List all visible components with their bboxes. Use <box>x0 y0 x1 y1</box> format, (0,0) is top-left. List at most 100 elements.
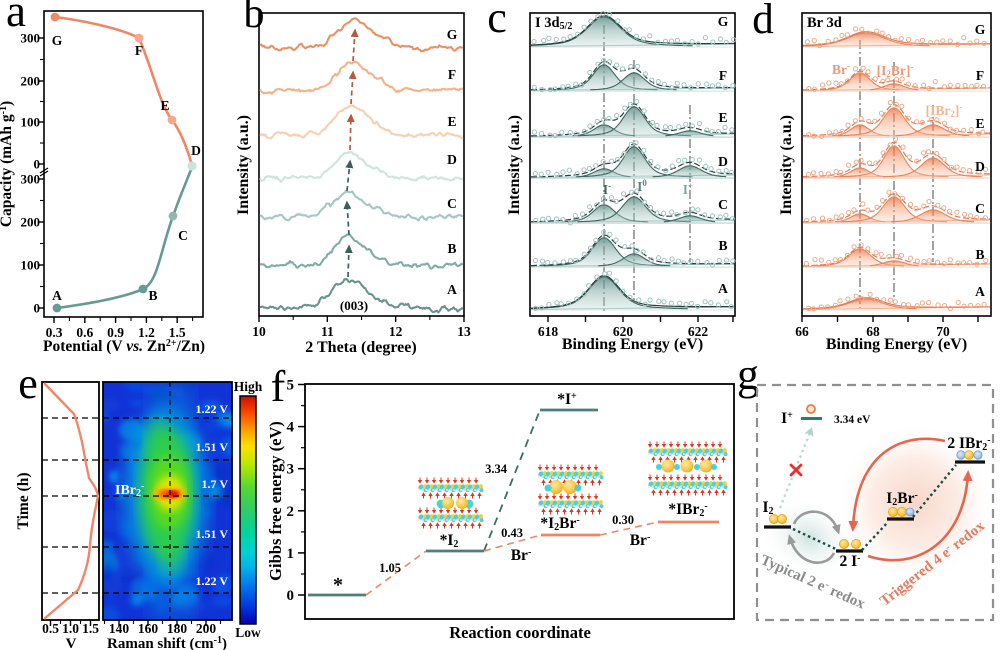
svg-text:3: 3 <box>287 462 295 478</box>
svg-text:A: A <box>447 282 457 297</box>
svg-text:F: F <box>135 43 143 58</box>
svg-text:100: 100 <box>21 258 41 273</box>
svg-text:C: C <box>975 201 985 216</box>
svg-text:2 I-: 2 I- <box>839 553 860 571</box>
svg-text:g: g <box>737 350 759 399</box>
svg-text:140: 140 <box>109 621 130 636</box>
svg-text:622: 622 <box>688 324 709 339</box>
svg-text:F: F <box>976 68 984 83</box>
svg-text:I0: I0 <box>637 178 647 194</box>
svg-text:G: G <box>975 22 986 37</box>
svg-text:A: A <box>718 281 728 296</box>
svg-text:1.5: 1.5 <box>82 621 99 636</box>
svg-text:68: 68 <box>866 324 880 339</box>
svg-text:f: f <box>271 362 286 411</box>
svg-text:Low: Low <box>235 625 261 640</box>
svg-text:1.5: 1.5 <box>169 325 186 340</box>
svg-text:I+: I+ <box>781 410 793 428</box>
svg-text:I2Br-: I2Br- <box>886 490 918 509</box>
svg-text:Br 3d: Br 3d <box>807 15 842 31</box>
svg-text:200: 200 <box>196 621 217 636</box>
svg-text:E: E <box>447 114 456 129</box>
svg-text:c: c <box>487 0 507 42</box>
svg-text:1.51 V: 1.51 V <box>196 527 229 541</box>
svg-text:d: d <box>752 0 774 43</box>
svg-text:E: E <box>160 98 169 113</box>
svg-text:1.05: 1.05 <box>379 561 401 575</box>
svg-text:100: 100 <box>21 115 41 130</box>
svg-text:3.34: 3.34 <box>485 462 508 476</box>
svg-text:1.2: 1.2 <box>138 325 155 340</box>
svg-text:*I2Br-: *I2Br- <box>540 515 579 534</box>
svg-text:Binding Energy (eV): Binding Energy (eV) <box>562 336 703 353</box>
svg-text:C: C <box>447 196 457 211</box>
svg-text:C: C <box>178 228 188 243</box>
svg-text:B: B <box>447 241 456 256</box>
svg-text:160: 160 <box>138 621 159 636</box>
svg-text:0.9: 0.9 <box>107 325 124 340</box>
svg-text:*I+: *I+ <box>557 391 577 409</box>
svg-text:2 IBr2-: 2 IBr2- <box>947 435 990 454</box>
svg-text:200: 200 <box>21 74 41 89</box>
svg-text:2 Theta (degree): 2 Theta (degree) <box>305 339 416 356</box>
svg-text:10: 10 <box>252 324 266 339</box>
svg-text:0.3: 0.3 <box>46 325 63 340</box>
svg-text:(003): (003) <box>340 298 368 313</box>
svg-text:618: 618 <box>538 324 559 339</box>
svg-text:Reaction coordinate: Reaction coordinate <box>449 623 591 642</box>
svg-text:B: B <box>975 247 984 262</box>
svg-text:1.22 V: 1.22 V <box>196 402 229 416</box>
svg-text:Intensity (a.u.): Intensity (a.u.) <box>235 115 252 215</box>
svg-text:1.7 V: 1.7 V <box>202 477 229 491</box>
svg-text:G: G <box>447 27 458 42</box>
svg-text:I-: I- <box>603 181 611 197</box>
svg-text:0.6: 0.6 <box>76 325 93 340</box>
svg-text:D: D <box>447 152 457 167</box>
svg-text:A: A <box>52 288 62 303</box>
svg-text:I 3d5/2: I 3d5/2 <box>535 15 572 32</box>
svg-text:a: a <box>6 0 26 36</box>
svg-text:*IBr2-: *IBr2- <box>668 501 707 520</box>
svg-text:e: e <box>18 359 38 408</box>
svg-text:I+: I+ <box>683 181 693 197</box>
svg-text:E: E <box>718 110 727 125</box>
svg-text:G: G <box>52 33 63 48</box>
svg-text:Br-: Br- <box>832 61 850 77</box>
svg-text:Potential (V vs. Zn2+/Zn): Potential (V vs. Zn2+/Zn) <box>43 338 205 356</box>
svg-text:620: 620 <box>613 324 634 339</box>
svg-text:C: C <box>718 197 728 212</box>
svg-text:D: D <box>191 143 201 158</box>
svg-text:G: G <box>718 14 729 29</box>
svg-text:Intensity (a.u.): Intensity (a.u.) <box>778 115 795 215</box>
svg-text:5: 5 <box>287 378 295 394</box>
svg-text:F: F <box>719 68 727 83</box>
svg-text:13: 13 <box>457 324 471 339</box>
svg-text:E: E <box>975 116 984 131</box>
svg-text:2: 2 <box>287 504 295 520</box>
svg-text:300: 300 <box>21 31 41 46</box>
svg-text:1: 1 <box>287 546 295 562</box>
svg-text:[I2Br]-: [I2Br]- <box>877 62 914 79</box>
svg-text:Binding Energy (eV): Binding Energy (eV) <box>826 336 967 353</box>
svg-text:Capacity (mAh g-1): Capacity (mAh g-1) <box>0 101 15 227</box>
svg-text:0.30: 0.30 <box>612 513 634 527</box>
svg-text:A: A <box>975 284 985 299</box>
svg-text:Gibbs free energy (eV): Gibbs free energy (eV) <box>266 421 285 581</box>
svg-text:V: V <box>66 636 77 650</box>
svg-text:11: 11 <box>321 324 334 339</box>
svg-text:4: 4 <box>287 420 295 436</box>
svg-text:*: * <box>333 574 343 596</box>
svg-text:Intensity (a.u.): Intensity (a.u.) <box>506 115 523 215</box>
svg-text:70: 70 <box>936 324 950 339</box>
svg-text:B: B <box>718 238 727 253</box>
svg-text:High: High <box>234 379 263 394</box>
svg-text:200: 200 <box>21 215 41 230</box>
svg-text:[IBr2]-: [IBr2]- <box>926 102 963 119</box>
svg-text:Time (h): Time (h) <box>15 473 32 530</box>
svg-text:F: F <box>448 67 456 82</box>
svg-text:66: 66 <box>795 324 809 339</box>
svg-text:0.5: 0.5 <box>42 621 59 636</box>
svg-text:12: 12 <box>389 324 403 339</box>
svg-text:180: 180 <box>167 621 188 636</box>
svg-text:I2: I2 <box>762 499 773 517</box>
